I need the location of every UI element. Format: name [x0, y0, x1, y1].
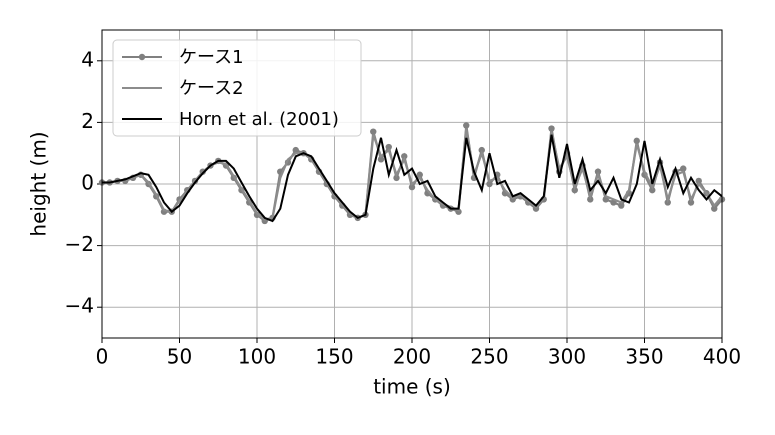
legend-box — [112, 39, 362, 137]
x-tick-label: 250 — [470, 345, 508, 369]
x-axis-label: time (s) — [373, 375, 451, 399]
data-point — [711, 205, 718, 212]
data-point — [463, 122, 470, 129]
data-point — [571, 186, 578, 194]
data-point — [377, 156, 385, 163]
x-tick-label: 50 — [167, 345, 192, 369]
data-point — [633, 137, 640, 145]
series-line — [102, 134, 723, 223]
data-point — [401, 153, 408, 160]
data-point — [416, 171, 423, 178]
data-point — [486, 180, 493, 188]
data-point — [199, 168, 206, 175]
plot-frame — [101, 29, 723, 339]
legend-label: ケース2 — [179, 78, 244, 99]
data-point — [680, 165, 687, 172]
x-tick-label: 100 — [238, 345, 276, 369]
data-point — [370, 128, 377, 135]
data-point — [408, 183, 416, 191]
x-tick-label: 200 — [393, 345, 431, 369]
y-tick-label: −2 — [65, 232, 94, 256]
data-point — [618, 202, 625, 209]
y-tick-label: −4 — [65, 294, 94, 318]
data-point — [548, 125, 555, 132]
y-tick-label: 2 — [81, 109, 94, 133]
data-point — [687, 199, 695, 206]
data-point — [393, 174, 400, 182]
legend-label: ケース1 — [179, 47, 244, 68]
data-point — [695, 177, 702, 185]
y-tick-label: 0 — [81, 171, 94, 195]
data-point — [385, 143, 392, 151]
x-tick-label: 150 — [315, 345, 353, 369]
data-point — [292, 146, 299, 154]
x-tick-label: 300 — [548, 345, 586, 369]
y-axis-label: height (m) — [27, 131, 51, 236]
x-tick-label: 0 — [96, 345, 109, 369]
x-tick-label: 400 — [703, 345, 741, 369]
x-tick-label: 350 — [625, 345, 663, 369]
data-point — [649, 186, 656, 194]
y-tick-label: 4 — [81, 47, 94, 71]
legend-label: Horn et al. (2001) — [179, 109, 339, 130]
legend-marker — [138, 53, 146, 61]
